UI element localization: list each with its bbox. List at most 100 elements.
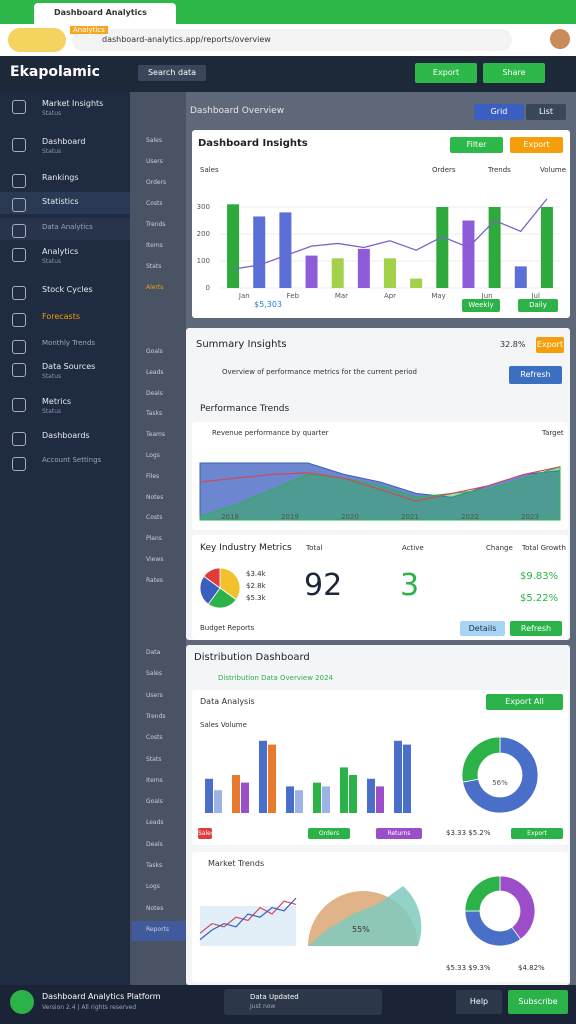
chip[interactable]: Sales	[198, 828, 214, 839]
bar	[305, 255, 318, 288]
subnav-item: Alerts	[146, 284, 164, 291]
nav-label[interactable]: Monthly Trends	[42, 339, 96, 347]
x-tick-label: Mar	[335, 292, 348, 300]
donut-center: 56%	[492, 779, 508, 787]
bar	[232, 775, 240, 813]
nav-icon	[12, 286, 26, 300]
note-time: Just now	[250, 1003, 276, 1010]
nav-label[interactable]: Dashboards	[42, 431, 90, 440]
caption: Target	[542, 429, 564, 437]
nav-icon	[12, 100, 26, 114]
pie-label: $3.4k	[246, 570, 266, 578]
line	[199, 466, 561, 502]
card-title: Market Trends	[208, 859, 265, 868]
panel-title: Distribution Dashboard	[194, 652, 310, 663]
nav-icon	[12, 198, 26, 212]
bar	[514, 266, 527, 288]
x-tick-label: 2021	[401, 513, 419, 521]
nav-sub: Status	[42, 148, 62, 155]
pie-label: $2.8k	[246, 582, 266, 590]
subnav-item: Sales	[146, 137, 162, 144]
button[interactable]: Export All	[486, 694, 563, 710]
subnav-item: Users	[146, 691, 163, 699]
view-button[interactable]: Grid	[474, 104, 524, 120]
browser-tab[interactable]: Dashboard Analytics	[34, 3, 176, 24]
kpi-title: Key Industry Metrics	[200, 543, 292, 553]
active-row	[0, 192, 130, 214]
button[interactable]: Export	[536, 337, 564, 353]
x-tick-label: Jun	[481, 292, 493, 300]
nav-label[interactable]: Market Insights	[42, 99, 104, 108]
button[interactable]: Refresh	[509, 366, 562, 384]
area	[199, 466, 561, 521]
subnav-item: Deals	[146, 840, 163, 848]
subnav-item: Deals	[146, 389, 163, 397]
x-tick-label: Jan	[238, 292, 250, 300]
nav-icon	[12, 340, 26, 354]
header-button[interactable]: Export	[415, 63, 477, 83]
nav-label[interactable]: Rankings	[42, 173, 79, 182]
pie-label: $5.3k	[246, 594, 266, 602]
subnav-item: Trends	[146, 221, 166, 228]
bar	[436, 207, 449, 288]
area-bg	[200, 906, 296, 946]
subtitle: Distribution Data Overview 2024	[218, 674, 333, 682]
card	[192, 535, 568, 640]
button[interactable]: Refresh	[510, 621, 562, 636]
badge: Analytics	[70, 26, 108, 34]
subnav-item: Sales	[146, 670, 162, 678]
nav-label[interactable]: Statistics	[42, 197, 79, 206]
footer-label: Budget Reports	[200, 624, 255, 632]
bar	[205, 778, 213, 813]
subtitle: Performance Trends	[200, 404, 290, 414]
chip[interactable]: Export	[511, 828, 563, 839]
chip[interactable]: Returns	[376, 828, 422, 839]
chip[interactable]: Daily	[518, 299, 558, 312]
nav-label[interactable]: Dashboard	[42, 137, 86, 146]
chip[interactable]: Orders	[308, 828, 350, 839]
y-tick-label: 200	[197, 230, 210, 238]
button[interactable]: Details	[460, 621, 505, 636]
button[interactable]: Subscribe	[508, 990, 568, 1014]
slice	[499, 875, 536, 940]
nav-label[interactable]: Data Analytics	[42, 223, 93, 231]
nav-label[interactable]: Metrics	[42, 397, 72, 406]
bar	[367, 778, 375, 813]
chip-text: $3.33 $5.2%	[446, 829, 491, 837]
line	[199, 900, 297, 934]
nav-label[interactable]: Data Sources	[42, 362, 96, 371]
subnav-item: Notes	[146, 493, 164, 501]
notification[interactable]	[224, 989, 382, 1015]
view-button[interactable]: List	[526, 104, 566, 120]
header-button[interactable]: Share	[483, 63, 545, 83]
button[interactable]: Export	[510, 137, 563, 153]
bar	[376, 786, 384, 813]
x-tick-label: May	[431, 292, 445, 300]
kpi-number: 3	[400, 568, 420, 603]
button[interactable]: Help	[456, 990, 502, 1014]
brand: Ekapolamic	[10, 64, 100, 80]
nav-label[interactable]: Stock Cycles	[42, 285, 93, 294]
nav-label[interactable]: Account Settings	[42, 456, 102, 464]
x-tick-label: 2022	[461, 513, 479, 521]
chip[interactable]: Weekly	[462, 299, 500, 312]
url[interactable]: dashboard-analytics.app/reports/overview	[72, 29, 512, 51]
bar	[295, 790, 303, 813]
subnav-item: Costs	[146, 200, 163, 207]
subnav-item: Costs	[146, 514, 163, 522]
subnav-item: Views	[146, 556, 164, 563]
subnav: Sales Users Orders Costs Trends Items Stats Ale…	[130, 92, 186, 985]
footer-sub: Version 2.4 | All rights reserved	[42, 1004, 137, 1011]
slice	[464, 910, 522, 947]
nav-label[interactable]: Analytics	[42, 247, 79, 256]
button[interactable]: Filter	[450, 137, 503, 153]
badge: 32.8%	[500, 340, 526, 349]
nav-label[interactable]: Forecasts	[42, 312, 81, 321]
avatar[interactable]	[550, 29, 570, 49]
x-tick-label: Feb	[287, 292, 300, 300]
subnav-item: Items	[146, 776, 163, 784]
info: Overview of performance metrics for the …	[222, 368, 417, 376]
search[interactable]: Search data	[138, 65, 206, 81]
total: $5,303	[254, 300, 282, 309]
